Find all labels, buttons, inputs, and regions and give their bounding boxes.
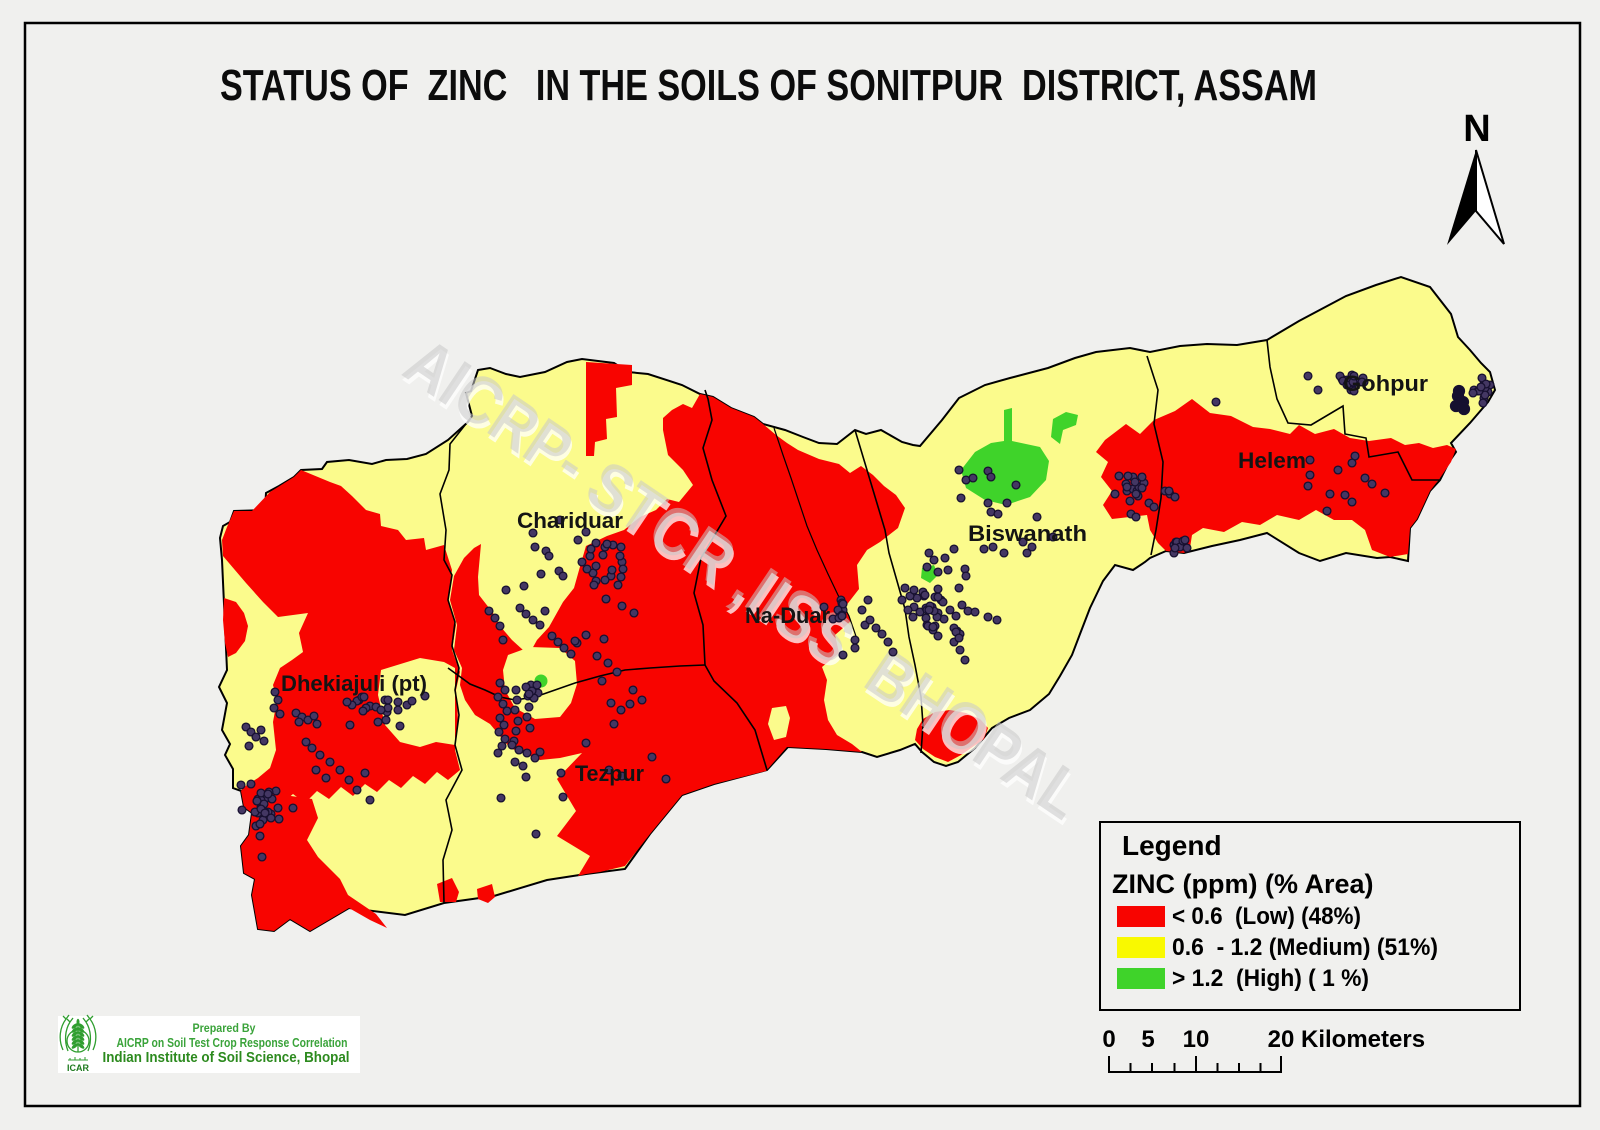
svg-text:Gohpur: Gohpur [1343,371,1428,396]
svg-text:Tezpur: Tezpur [575,761,644,786]
svg-text:Kilometers: Kilometers [1301,1026,1425,1053]
svg-text:20: 20 [1268,1026,1295,1053]
svg-text:0: 0 [1102,1026,1115,1053]
svg-text:ZINC (ppm) (% Area): ZINC (ppm) (% Area) [1112,869,1374,899]
svg-text:10: 10 [1183,1026,1210,1053]
svg-text:Prepared By: Prepared By [193,1023,257,1035]
svg-text:STATUS OF ZINC IN THE SOILS: STATUS OF ZINC IN THE SOILS OF SONITPUR … [220,61,1317,110]
svg-text:Indian Institute of Soil Scien: Indian Institute of Soil Science, Bhopal [103,1049,350,1066]
svg-text:N: N [1463,108,1490,150]
svg-text:> 1.2 (High) ( 1 %): > 1.2 (High) ( 1 %) [1172,965,1369,992]
svg-text:Chariduar: Chariduar [517,508,623,533]
svg-text:5: 5 [1141,1026,1154,1053]
svg-text:0.6 - 1.2 (Medium) (51%): 0.6 - 1.2 (Medium) (51%) [1172,934,1438,961]
svg-text:Na-Duar: Na-Duar [745,603,830,628]
svg-text:Helem: Helem [1238,448,1306,473]
svg-text:Biswanath: Biswanath [968,521,1087,546]
svg-text:Legend: Legend [1122,830,1222,861]
svg-text:AICRP on Soil Test Crop Respon: AICRP on Soil Test Crop Response Correla… [117,1035,348,1050]
svg-text:< 0.6 (Low) (48%): < 0.6 (Low) (48%) [1172,903,1361,930]
svg-text:Dhekiajuli (pt): Dhekiajuli (pt) [281,671,427,696]
svg-text:ICAR: ICAR [67,1063,89,1073]
